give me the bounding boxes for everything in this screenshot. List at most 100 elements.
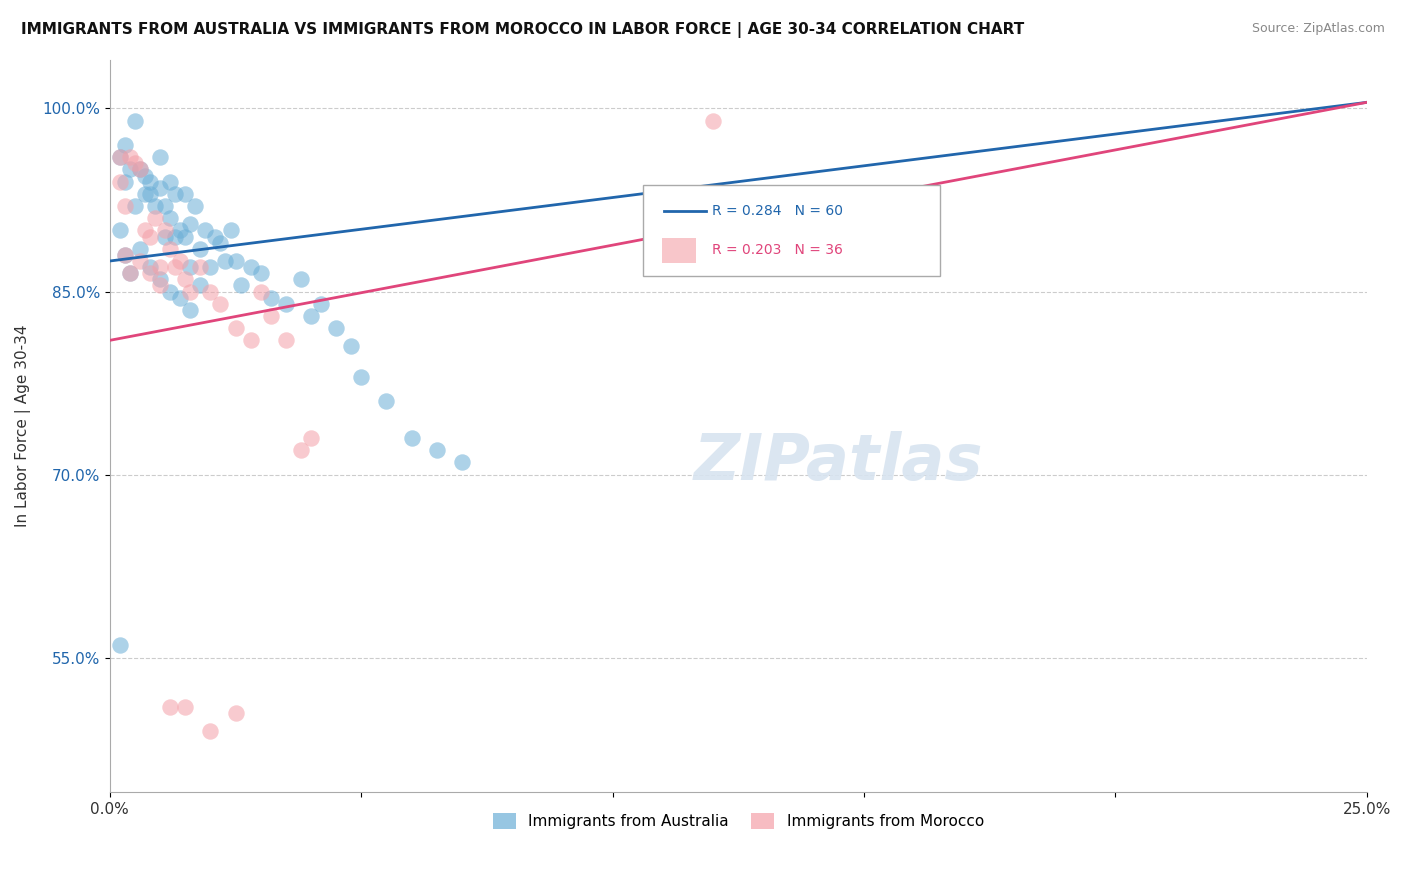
Point [194, 223, 217, 237]
Point [114, 175, 136, 189]
Point [249, 266, 271, 280]
Point [139, 186, 162, 201]
Point [118, 162, 141, 177]
Point [159, 175, 181, 189]
Point [249, 285, 271, 299]
Point [139, 229, 162, 244]
Point [149, 260, 172, 274]
Point [114, 248, 136, 262]
Point [108, 150, 131, 164]
Point [239, 260, 262, 274]
Point [299, 431, 322, 445]
Point [702, 113, 724, 128]
Point [159, 211, 181, 226]
Point [129, 162, 152, 177]
Point [188, 242, 211, 256]
Point [153, 223, 176, 237]
Point [114, 138, 136, 153]
Point [139, 266, 162, 280]
Point [159, 285, 181, 299]
Legend: Immigrants from Australia, Immigrants from Morocco: Immigrants from Australia, Immigrants fr… [486, 807, 990, 836]
Point [274, 334, 297, 348]
Point [179, 285, 201, 299]
Point [169, 223, 191, 237]
Point [108, 150, 131, 164]
Point [239, 334, 262, 348]
Point [129, 162, 152, 177]
Point [340, 339, 363, 353]
Point [214, 254, 236, 268]
Text: ZIPatlas: ZIPatlas [695, 432, 984, 493]
Point [179, 302, 201, 317]
Point [200, 285, 222, 299]
Point [153, 229, 176, 244]
Point [169, 254, 191, 268]
Point [426, 443, 449, 458]
Point [165, 229, 187, 244]
Text: R = 0.284   N = 60: R = 0.284 N = 60 [711, 204, 842, 218]
Point [260, 291, 283, 305]
Point [118, 266, 141, 280]
Point [200, 260, 222, 274]
Point [159, 242, 181, 256]
Point [129, 242, 152, 256]
Point [118, 150, 141, 164]
Point [129, 254, 152, 268]
Point [225, 706, 247, 720]
Point [134, 169, 156, 183]
Point [149, 272, 172, 286]
Point [219, 223, 242, 237]
Point [114, 248, 136, 262]
Point [143, 211, 166, 226]
Y-axis label: In Labor Force | Age 30-34: In Labor Force | Age 30-34 [15, 325, 31, 527]
Point [209, 296, 232, 310]
Point [134, 223, 156, 237]
Point [143, 199, 166, 213]
Point [325, 321, 347, 335]
Point [159, 699, 181, 714]
Point [114, 199, 136, 213]
Point [108, 639, 131, 653]
Point [229, 278, 252, 293]
Point [375, 394, 398, 409]
Point [188, 260, 211, 274]
Point [174, 229, 197, 244]
Point [139, 260, 162, 274]
Point [188, 278, 211, 293]
Point [290, 443, 312, 458]
Point [108, 223, 131, 237]
Point [200, 723, 222, 738]
Point [184, 199, 207, 213]
Point [179, 260, 201, 274]
Text: Source: ZipAtlas.com: Source: ZipAtlas.com [1251, 22, 1385, 36]
Text: R = 0.203   N = 36: R = 0.203 N = 36 [711, 244, 842, 258]
Point [290, 272, 312, 286]
Point [139, 175, 162, 189]
Point [124, 156, 146, 170]
Point [204, 229, 226, 244]
Point [274, 296, 297, 310]
Point [124, 113, 146, 128]
Point [401, 431, 423, 445]
Point [225, 321, 247, 335]
Point [174, 272, 197, 286]
Point [134, 186, 156, 201]
Point [153, 199, 176, 213]
Point [309, 296, 332, 310]
Point [299, 309, 322, 323]
Point [350, 370, 373, 384]
Point [165, 186, 187, 201]
Point [174, 699, 197, 714]
Point [225, 254, 247, 268]
Point [260, 309, 283, 323]
Point [124, 199, 146, 213]
Point [118, 266, 141, 280]
Point [179, 218, 201, 232]
Point [108, 175, 131, 189]
Point [149, 180, 172, 194]
Point [169, 291, 191, 305]
Text: IMMIGRANTS FROM AUSTRALIA VS IMMIGRANTS FROM MOROCCO IN LABOR FORCE | AGE 30-34 : IMMIGRANTS FROM AUSTRALIA VS IMMIGRANTS … [21, 22, 1025, 38]
Point [165, 260, 187, 274]
Point [149, 278, 172, 293]
Point [209, 235, 232, 250]
